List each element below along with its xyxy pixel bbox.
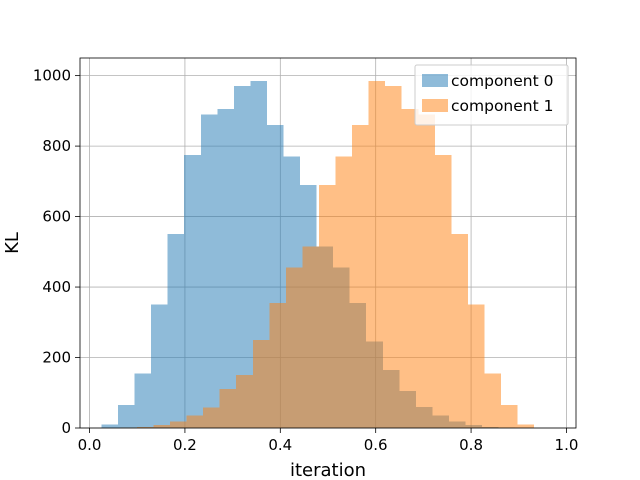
y-tick-label: 0 [61,419,71,437]
histogram-bar [118,405,135,428]
histogram-bar [318,184,336,428]
histogram-bar [186,415,204,428]
histogram-bar [151,304,168,428]
histogram-bar [153,425,171,428]
histogram-bar [517,424,535,428]
series-1-bars [120,80,535,429]
histogram-bar [184,154,201,428]
histogram-bar [467,304,485,428]
histogram-bar [269,302,286,428]
plot-area-frame [79,57,577,429]
histogram-bar [200,114,218,428]
histogram-bar [385,86,402,428]
histogram-bar [285,267,303,428]
y-tick-label: 800 [42,137,71,155]
histogram-bar [484,373,502,428]
histogram-bar [167,234,185,428]
y-axis-label: KL [2,232,23,254]
histogram-bar [170,421,187,428]
legend-label: component 0 [451,72,553,90]
axis-ticks: 0.0 0.2 0.4 0.6 0.8 1.0 0 200 400 600 800 1000 [33,67,579,454]
histogram-bars [101,80,535,429]
x-tick-label: 0.8 [459,436,483,454]
histogram-bar [352,124,369,428]
histogram-bar [335,156,353,428]
legend-swatch [422,74,448,87]
histogram-bar [418,114,435,428]
x-tick-label: 0.6 [364,436,388,454]
histogram-bar [217,109,234,428]
histogram-bar [451,234,468,428]
legend-box [414,64,569,126]
legend: component 0 component 1 [414,64,569,126]
histogram-bar [434,154,452,428]
histogram-bar [302,246,319,428]
y-tick-label: 600 [42,208,71,226]
histogram-bar [203,407,220,428]
histogram-bar [219,389,237,428]
y-tick-label: 1000 [33,67,71,85]
histogram-bar [236,375,253,428]
x-tick-label: 1.0 [555,436,579,454]
y-tick-label: 200 [42,349,71,367]
histogram-bar [101,424,119,428]
x-axis-label: iteration [290,460,366,480]
histogram-bar [368,80,386,429]
x-tick-label: 0.0 [78,436,102,454]
y-tick-label: 400 [42,278,71,296]
histogram-bar [252,339,270,428]
legend-swatch [422,99,448,112]
histogram-bar [136,426,154,428]
x-tick-label: 0.4 [268,436,292,454]
histogram-bar [134,373,152,428]
histogram-bar [501,405,518,428]
histogram-bar [233,86,251,428]
legend-label: component 1 [451,97,553,115]
x-tick-label: 0.2 [173,436,197,454]
histogram-bar [401,109,419,428]
